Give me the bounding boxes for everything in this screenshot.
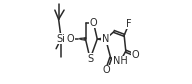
Text: N: N — [102, 34, 109, 44]
Text: Si: Si — [57, 34, 66, 44]
Polygon shape — [97, 38, 106, 41]
Text: O: O — [67, 34, 74, 44]
Text: NH: NH — [113, 56, 127, 66]
Text: F: F — [126, 18, 132, 29]
Text: O: O — [131, 50, 139, 60]
Text: S: S — [87, 54, 93, 64]
Text: O: O — [90, 18, 97, 28]
Text: O: O — [103, 65, 110, 75]
